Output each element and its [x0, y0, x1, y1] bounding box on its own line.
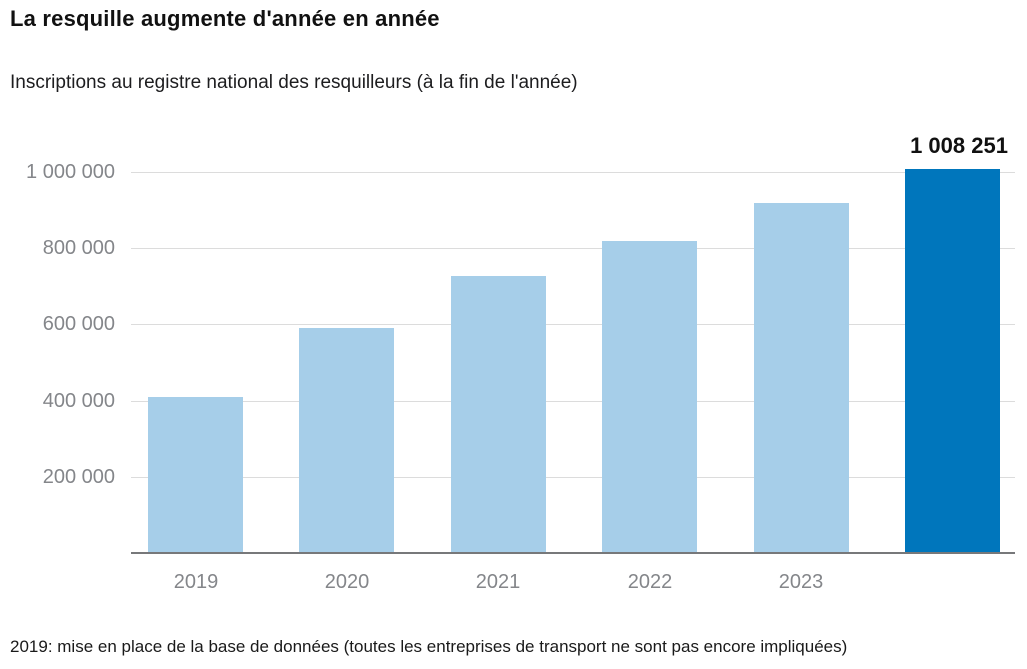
- gridline-400000: [131, 401, 1015, 402]
- x-axis-tick-label: 2022: [627, 571, 673, 593]
- bar-2019: [148, 397, 243, 552]
- gridline-800000: [131, 248, 1015, 249]
- x-axis-tick-label: 2019: [173, 571, 219, 593]
- gridline-1000000: [131, 172, 1015, 173]
- bar-2023: [754, 203, 849, 552]
- x-axis-tick-label: 2020: [324, 571, 370, 593]
- bar-highlight: [905, 169, 1000, 552]
- x-axis-tick-label: 2023: [778, 571, 824, 593]
- gridline-600000: [131, 324, 1015, 325]
- bar-2022: [602, 241, 697, 552]
- bar-2020: [299, 328, 394, 552]
- x-axis-line: [131, 552, 1015, 554]
- x-axis-tick-label: 2021: [475, 571, 521, 593]
- data-label: 1 008 251: [910, 133, 1008, 158]
- chart-footnote: 2019: mise en place de la base de donnée…: [10, 637, 848, 656]
- bar-2021: [451, 276, 546, 552]
- y-axis-tick-label: 400 000: [42, 390, 115, 412]
- y-axis-tick-label: 800 000: [42, 237, 115, 259]
- y-axis-tick-label: 1 000 000: [26, 161, 115, 183]
- y-axis-tick-label: 600 000: [42, 313, 115, 335]
- chart-subtitle: Inscriptions au registre national des re…: [10, 72, 578, 93]
- gridline-200000: [131, 477, 1015, 478]
- chart-title: La resquille augmente d'année en année: [10, 6, 440, 31]
- y-axis-tick-label: 200 000: [42, 466, 115, 488]
